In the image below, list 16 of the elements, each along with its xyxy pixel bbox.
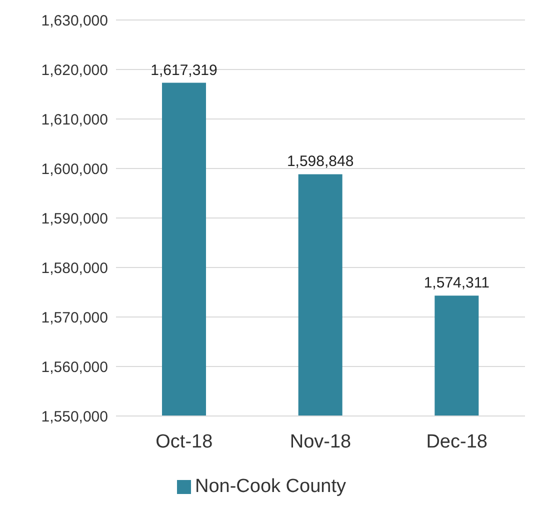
data-label: 1,598,848 — [286, 153, 354, 170]
x-tick-label: Oct-18 — [156, 431, 213, 452]
data-label: 1,617,319 — [150, 62, 218, 79]
y-tick-label: 1,630,000 — [41, 12, 108, 30]
data-label: 1,574,311 — [424, 274, 490, 292]
x-tick-label: Nov-18 — [290, 431, 352, 452]
y-tick-label: 1,620,000 — [41, 62, 108, 79]
y-tick-label: 1,560,000 — [41, 358, 108, 376]
y-tick-label: 1,570,000 — [41, 309, 108, 326]
legend-label: Non-Cook County — [194, 476, 346, 497]
x-tick-label: Dec-18 — [426, 431, 488, 452]
y-tick-label: 1,600,000 — [41, 160, 108, 178]
y-tick-label: 1,590,000 — [41, 210, 108, 228]
y-tick-label: 1,550,000 — [41, 408, 108, 426]
y-tick-label: 1,580,000 — [41, 260, 108, 277]
y-tick-label: 1,610,000 — [41, 111, 108, 128]
